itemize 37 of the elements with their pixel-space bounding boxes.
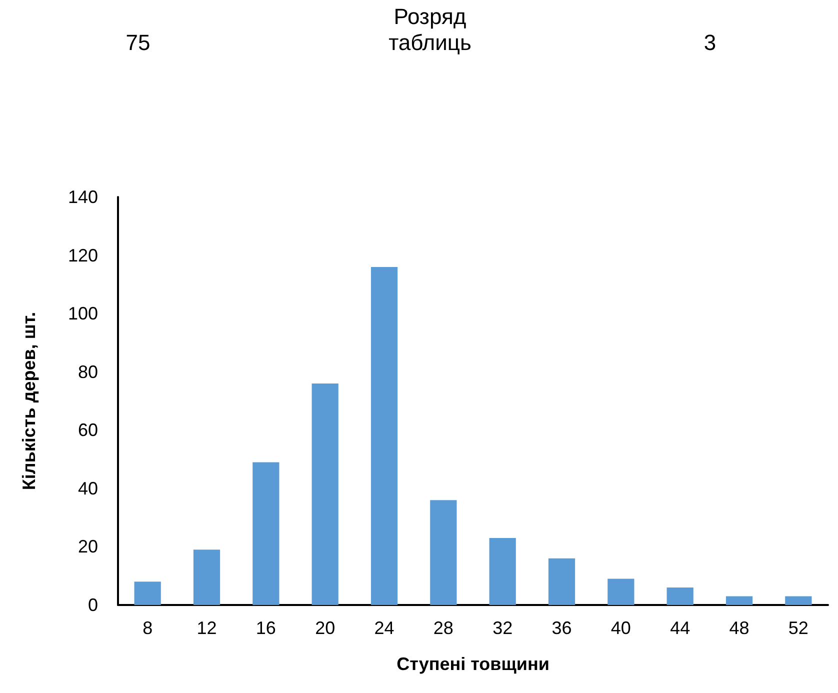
x-tick-label: 36 [552,618,572,638]
y-axis-title: Кількість дерев, шт. [19,312,39,490]
y-tick-label: 120 [68,245,98,266]
bar [548,558,576,605]
x-tick-label: 52 [788,618,808,638]
y-tick-label: 100 [68,304,98,324]
bar [608,578,634,605]
x-tick-label: 8 [142,618,153,638]
y-tick-label: 140 [68,187,98,207]
x-tick-label: 16 [256,618,276,638]
text: Розряд таблиць [388,4,472,56]
bar [785,596,812,605]
x-tick-label: 40 [610,618,631,638]
text: 75 [124,30,152,56]
x-tick-label: 44 [670,618,690,638]
x-axis-title: Ступені товщини [396,654,550,674]
x-tick-label: 24 [374,618,394,638]
y-tick-label: 80 [78,362,98,382]
bar [726,596,753,605]
bar [193,550,220,605]
x-tick-label: 12 [196,618,217,638]
x-tick-label: 20 [315,618,336,638]
bar [430,500,457,605]
y-tick-label: 40 [78,478,98,498]
bar [252,462,280,605]
bar [666,588,694,605]
x-tick-label: 28 [433,618,454,638]
y-tick-label: 20 [78,536,98,557]
x-tick-label: 48 [729,618,750,638]
x-tick-label: 32 [492,618,513,638]
bar [370,266,398,605]
text: 3 [702,30,718,56]
bar [134,582,161,605]
bar [489,538,516,605]
y-tick-label: 0 [88,595,98,615]
y-tick-label: 60 [78,420,98,440]
bar [312,384,338,605]
